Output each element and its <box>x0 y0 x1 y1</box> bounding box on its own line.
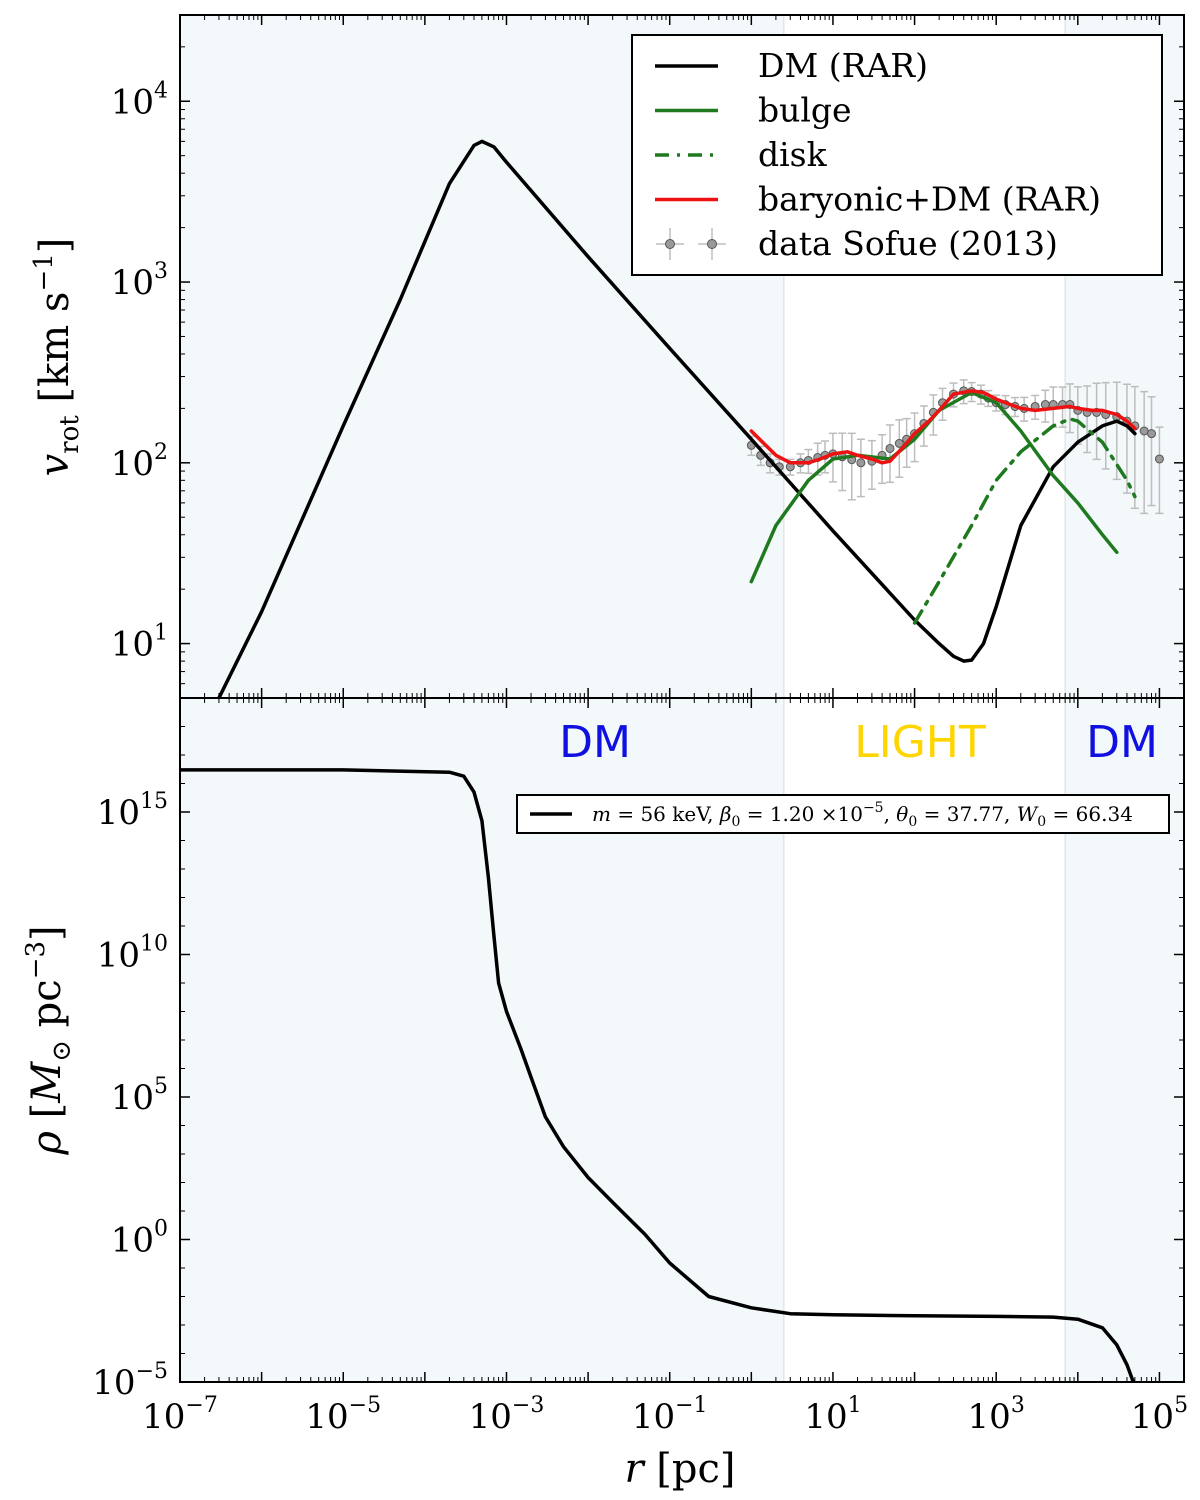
top-y-axis-label: vrot [km s−1] <box>29 238 85 477</box>
legend-bottom-box <box>516 794 1170 834</box>
x-tick-label: 105 <box>1131 1393 1188 1437</box>
y-tick-label-top: 104 <box>111 78 168 122</box>
x-tick-label: 101 <box>804 1393 861 1437</box>
y-tick-label-top: 101 <box>111 621 168 665</box>
data-point <box>894 438 904 448</box>
legend-bottom: m = 56 keV, β0 = 1.20 ×10−5, θ0 = 37.77,… <box>516 794 1170 834</box>
legend-bottom-text: m = 56 keV, β0 = 1.20 ×10−5, θ0 = 37.77,… <box>592 800 1133 830</box>
series-line-disk <box>912 417 1137 625</box>
data-point <box>1154 454 1164 464</box>
x-tick-label: 10−7 <box>142 1393 218 1437</box>
region-label-dm-left: DM <box>559 717 631 768</box>
legend-label-1: bulge <box>758 91 852 130</box>
legend-marker <box>665 239 675 249</box>
region-label-light: LIGHT <box>854 717 986 768</box>
series-line-baryonic-dm-rar- <box>749 389 1137 465</box>
axis-ticks: 10−7 10−5 10−3 10−1 101 103 10510110210310410−… <box>92 14 1188 1437</box>
legend-top-box <box>631 34 1163 276</box>
x-tick-label: 10−5 <box>305 1393 381 1437</box>
legend-label-2: disk <box>758 135 828 174</box>
y-tick-label-bottom: 1015 <box>97 789 168 833</box>
series-top-panel <box>217 139 1164 698</box>
x-axis-label: r [pc] <box>624 1446 735 1492</box>
legend-top: DM (RAR) bulge disk baryonic+DM (RAR) data S… <box>631 34 1163 276</box>
y-tick-label-bottom: 100 <box>111 1217 168 1261</box>
data-point <box>856 458 866 468</box>
y-tick-label-top: 102 <box>111 440 168 484</box>
y-tick-label-bottom: 10−5 <box>92 1359 168 1403</box>
x-tick-label: 103 <box>968 1393 1025 1437</box>
legend-label-0: DM (RAR) <box>758 46 928 85</box>
region-label-dm-right: DM <box>1086 717 1158 768</box>
legend-label-3: baryonic+DM (RAR) <box>758 180 1101 219</box>
x-tick-label: 10−3 <box>469 1393 545 1437</box>
data-point <box>885 443 895 453</box>
y-tick-label-bottom: 105 <box>111 1074 168 1118</box>
legend-label-4: data Sofue (2013) <box>758 224 1058 263</box>
series-bottom-panel <box>180 768 1136 1382</box>
y-tick-label-top: 103 <box>111 259 168 303</box>
data-point <box>1147 429 1157 439</box>
x-tick-label: 10−1 <box>632 1393 708 1437</box>
y-tick-label-bottom: 1010 <box>97 932 168 976</box>
legend-marker <box>707 239 717 249</box>
data-point <box>1139 426 1149 436</box>
density-profile-line <box>180 768 1136 1382</box>
bottom-y-axis-label: ρ [M⊙ pc−3] <box>21 925 77 1155</box>
